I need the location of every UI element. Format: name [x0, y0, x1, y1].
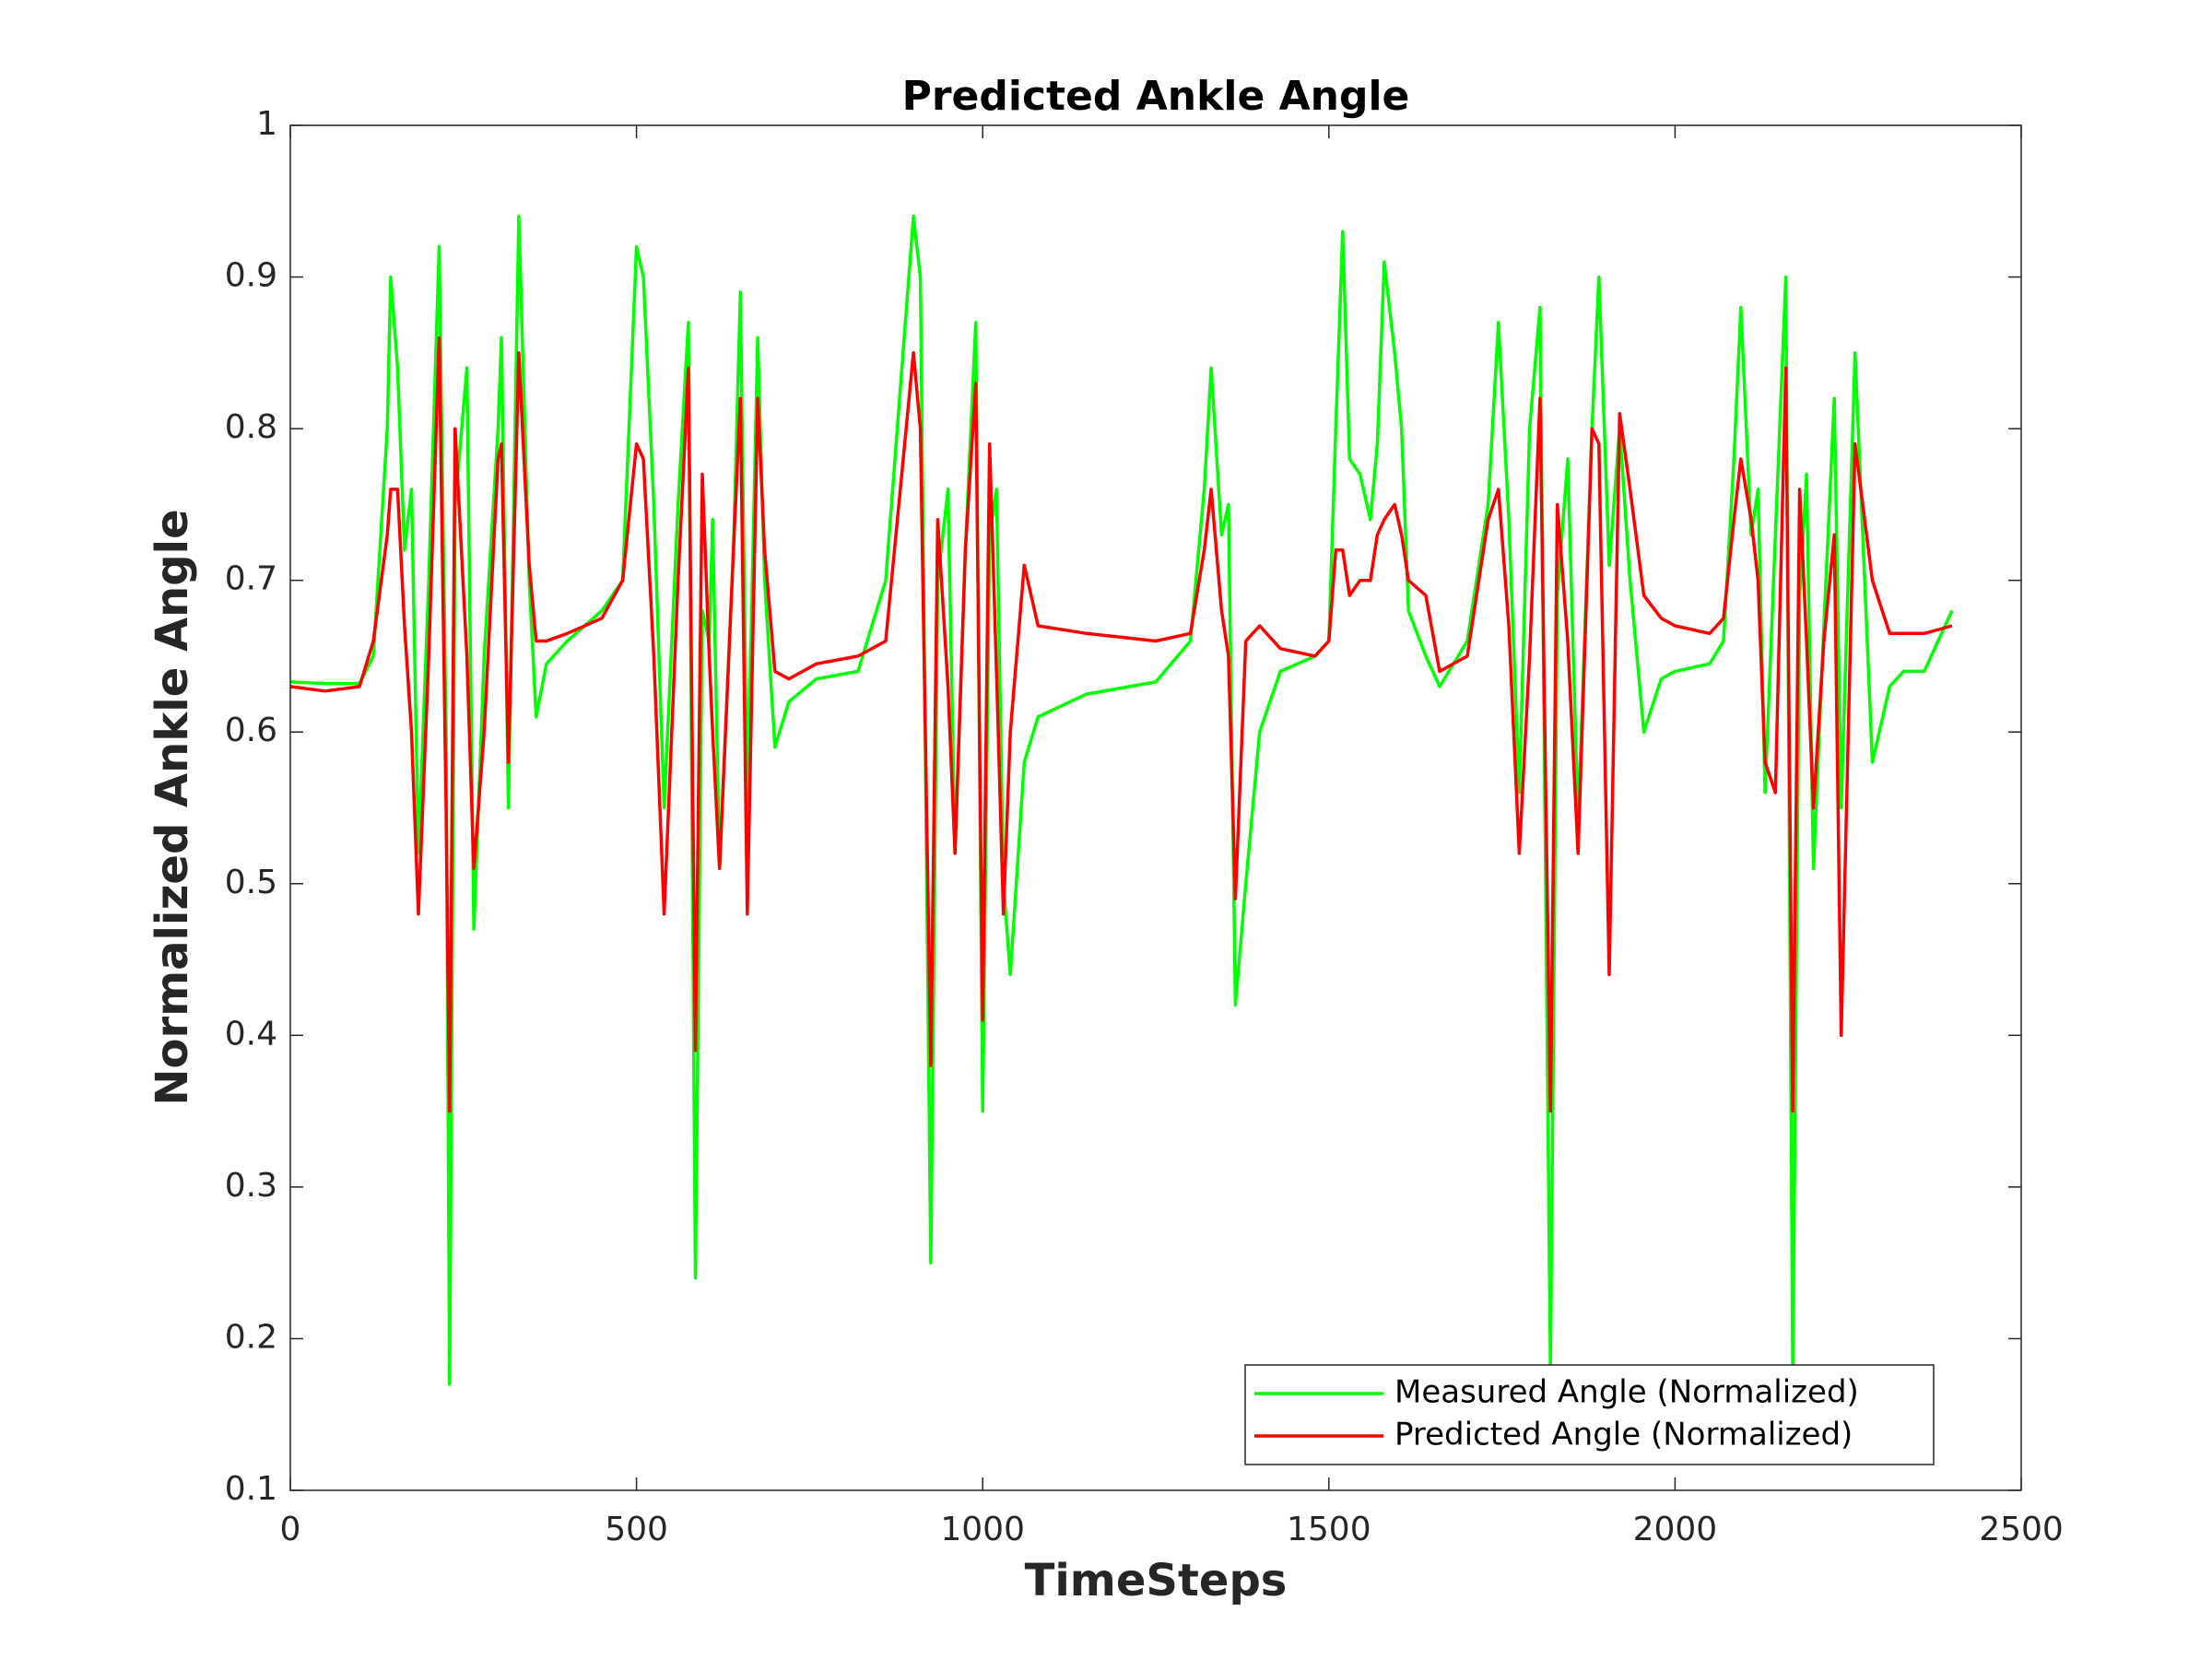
data-line: [289, 214, 1954, 1386]
y-tick-label: 0.2: [225, 1318, 277, 1356]
y-axis-label: Normalized Ankle Angle: [147, 509, 198, 1105]
legend: Measured Angle (Normalized) Predicted Ang…: [1244, 1364, 1935, 1465]
x-tick-label: 0: [280, 1511, 301, 1548]
y-tick-label: 0.3: [225, 1167, 277, 1205]
y-tick-label: 0.6: [225, 712, 277, 749]
x-axis-label: TimeSteps: [1025, 1555, 1288, 1606]
y-tick-label: 0.1: [225, 1470, 277, 1508]
chart-title: Predicted Ankle Angle: [902, 73, 1410, 120]
legend-label: Predicted Angle (Normalized): [1394, 1417, 1853, 1453]
data-line: [289, 335, 1953, 1113]
legend-box: [1244, 1364, 1935, 1465]
y-tick-label: 0.5: [225, 864, 277, 901]
legend-label: Measured Angle (Normalized): [1394, 1374, 1859, 1411]
y-tick-label: 0.7: [225, 560, 277, 598]
y-tick-label: 0.8: [225, 408, 277, 446]
x-tick-label: 2500: [1979, 1511, 2064, 1548]
y-tick-label: 0.9: [225, 257, 277, 295]
x-tick-label: 1500: [1287, 1511, 1371, 1548]
x-tick-label: 2000: [1633, 1511, 1718, 1548]
y-tick-label: 1: [256, 105, 277, 143]
x-tick-label: 500: [605, 1511, 668, 1548]
y-tick-label: 0.4: [225, 1015, 277, 1053]
x-tick-label: 1000: [940, 1511, 1025, 1548]
plot-frame: [289, 124, 2022, 1491]
